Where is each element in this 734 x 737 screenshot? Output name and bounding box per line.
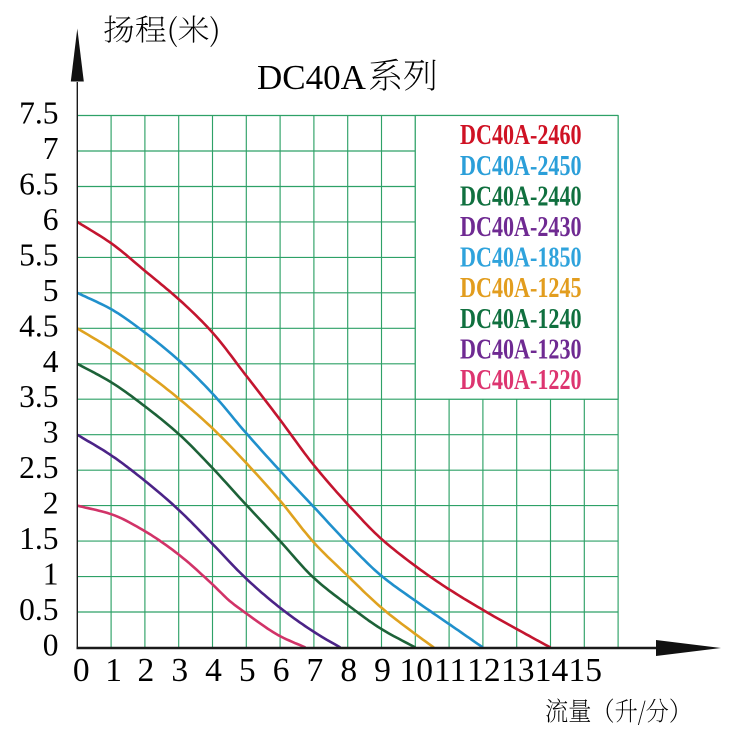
svg-text:5.5: 5.5 xyxy=(19,237,58,272)
svg-text:13: 13 xyxy=(501,652,535,689)
svg-text:DC40A-1220: DC40A-1220 xyxy=(460,364,582,396)
svg-text:4: 4 xyxy=(43,344,59,379)
svg-text:3.5: 3.5 xyxy=(19,379,58,414)
svg-text:6: 6 xyxy=(43,202,59,237)
svg-text:DC40A-2450: DC40A-2450 xyxy=(460,150,582,182)
svg-text:8: 8 xyxy=(340,652,357,689)
svg-text:2: 2 xyxy=(138,652,155,689)
svg-text:14: 14 xyxy=(535,652,569,689)
svg-text:7.5: 7.5 xyxy=(19,96,58,131)
svg-text:3: 3 xyxy=(171,652,188,689)
svg-text:4.5: 4.5 xyxy=(19,308,58,343)
svg-text:0: 0 xyxy=(43,628,59,663)
svg-text:1: 1 xyxy=(43,557,59,592)
svg-text:DC40A-1230: DC40A-1230 xyxy=(460,333,582,365)
svg-text:DC40A-1850: DC40A-1850 xyxy=(460,242,582,274)
svg-text:DC40A-2460: DC40A-2460 xyxy=(460,119,582,151)
svg-text:DC40A-2430: DC40A-2430 xyxy=(460,211,582,243)
svg-text:4: 4 xyxy=(205,652,222,689)
svg-text:2.5: 2.5 xyxy=(19,450,58,485)
svg-text:0: 0 xyxy=(73,652,90,689)
svg-text:7: 7 xyxy=(307,652,324,689)
svg-text:5: 5 xyxy=(239,652,256,689)
svg-text:DC40A-1245: DC40A-1245 xyxy=(460,272,582,304)
svg-text:5: 5 xyxy=(43,273,59,308)
svg-text:12: 12 xyxy=(467,652,501,689)
svg-text:1: 1 xyxy=(105,652,122,689)
svg-text:11: 11 xyxy=(434,652,466,689)
svg-text:9: 9 xyxy=(374,652,391,689)
svg-text:DC40A-2440: DC40A-2440 xyxy=(460,180,582,212)
svg-text:2: 2 xyxy=(43,486,59,521)
svg-text:0.5: 0.5 xyxy=(19,592,58,627)
svg-text:3: 3 xyxy=(43,415,59,450)
svg-text:10: 10 xyxy=(400,652,434,689)
svg-text:DC40A-1240: DC40A-1240 xyxy=(460,303,582,335)
svg-text:DC40A: DC40A xyxy=(257,58,367,97)
svg-text:15: 15 xyxy=(569,652,603,689)
svg-text:1.5: 1.5 xyxy=(19,521,58,556)
svg-text:6.5: 6.5 xyxy=(19,167,58,202)
svg-text:6: 6 xyxy=(273,652,290,689)
svg-text:7: 7 xyxy=(43,131,59,166)
